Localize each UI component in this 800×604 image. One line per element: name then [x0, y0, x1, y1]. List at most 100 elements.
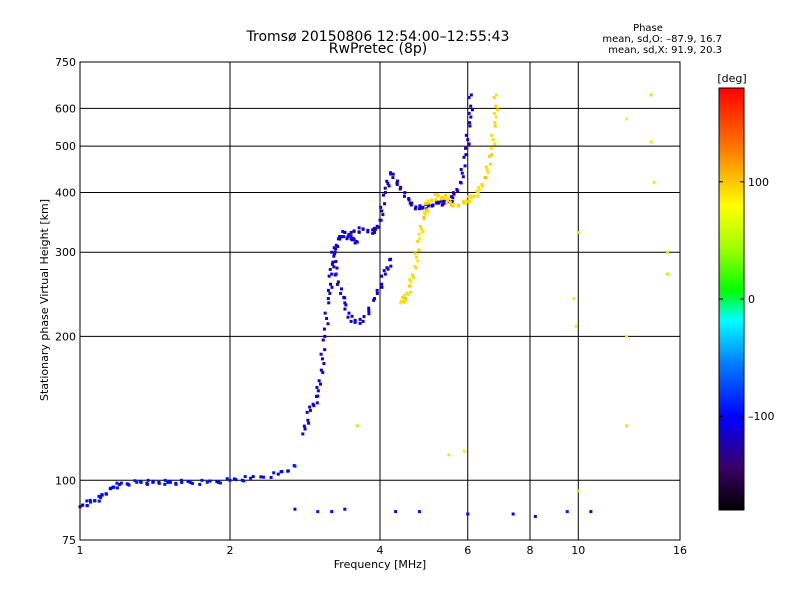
- data-point: [115, 486, 119, 490]
- data-point: [464, 146, 468, 150]
- data-point: [467, 111, 471, 115]
- data-point: [440, 199, 444, 203]
- data-point: [466, 138, 470, 142]
- data-point: [625, 424, 629, 428]
- data-point: [362, 315, 366, 319]
- y-tick-label: 500: [55, 140, 76, 153]
- x-tick-label: 8: [527, 544, 534, 557]
- data-point: [417, 248, 421, 252]
- data-point: [88, 498, 92, 502]
- data-point: [572, 297, 576, 301]
- data-point: [306, 418, 310, 422]
- data-point: [386, 182, 390, 186]
- data-point: [305, 410, 309, 414]
- data-point: [493, 142, 497, 146]
- data-point: [342, 295, 346, 299]
- data-point: [405, 291, 409, 295]
- data-point: [269, 475, 273, 479]
- data-point: [330, 285, 334, 289]
- grid-lines: [80, 62, 680, 540]
- data-point: [157, 481, 161, 485]
- data-point: [335, 266, 339, 270]
- data-point: [391, 172, 395, 176]
- data-point: [259, 475, 263, 479]
- data-point: [383, 202, 387, 206]
- data-point: [417, 237, 421, 241]
- data-point: [325, 316, 329, 320]
- data-point: [470, 108, 474, 112]
- data-point: [464, 199, 468, 203]
- data-point: [146, 478, 150, 482]
- data-point: [330, 272, 334, 276]
- data-point: [380, 209, 384, 213]
- data-point: [329, 282, 333, 286]
- data-point: [330, 262, 334, 266]
- data-point: [307, 421, 311, 425]
- data-point: [352, 229, 356, 233]
- data-point: [492, 111, 496, 115]
- data-point: [383, 190, 387, 194]
- data-point: [327, 274, 331, 278]
- data-point: [430, 204, 434, 208]
- data-point: [458, 180, 462, 184]
- data-point: [440, 203, 444, 207]
- data-point: [665, 272, 669, 276]
- data-point: [322, 327, 326, 331]
- data-point: [460, 171, 464, 175]
- data-point: [346, 235, 350, 239]
- data-point: [511, 512, 515, 516]
- data-point: [355, 240, 359, 244]
- data-point: [372, 226, 376, 230]
- data-point: [334, 260, 338, 264]
- data-point: [357, 226, 361, 230]
- data-point: [133, 479, 137, 483]
- data-point: [361, 227, 365, 231]
- data-point: [625, 334, 629, 338]
- data-point: [409, 290, 413, 294]
- data-point: [452, 202, 456, 206]
- data-point: [414, 255, 418, 259]
- x-axis-label: Frequency [MHz]: [334, 558, 426, 571]
- data-point: [358, 317, 362, 321]
- data-point: [317, 379, 321, 383]
- data-point: [293, 464, 297, 468]
- y-tick-label: 400: [55, 186, 76, 199]
- data-point: [385, 179, 389, 183]
- data-point: [389, 264, 393, 268]
- data-point: [218, 481, 222, 485]
- data-point: [436, 201, 440, 205]
- data-point: [303, 427, 307, 431]
- data-point: [484, 165, 488, 169]
- colorbar: [718, 87, 745, 511]
- data-point: [330, 510, 334, 514]
- data-point: [402, 293, 406, 297]
- data-point: [389, 257, 393, 261]
- data-point: [234, 478, 238, 482]
- data-point: [276, 472, 280, 476]
- y-tick-label: 75: [62, 534, 76, 547]
- data-point: [302, 424, 306, 428]
- data-point: [649, 93, 653, 97]
- data-point: [565, 510, 569, 514]
- data-point: [327, 301, 331, 305]
- data-point: [472, 194, 476, 198]
- data-point: [450, 200, 454, 204]
- data-point: [414, 205, 418, 209]
- data-point: [371, 231, 375, 235]
- data-point: [494, 93, 498, 97]
- data-point: [417, 510, 421, 514]
- data-point: [373, 297, 377, 301]
- data-point: [375, 224, 379, 228]
- data-point: [456, 204, 460, 208]
- chart-title: Tromsø 20150806 12:54:00–12:55:43: [246, 29, 510, 45]
- data-point: [339, 291, 343, 295]
- data-point: [332, 254, 336, 258]
- data-point: [422, 217, 426, 221]
- data-point: [488, 154, 492, 158]
- data-point: [462, 201, 466, 205]
- data-point: [100, 493, 104, 497]
- data-point: [443, 196, 447, 200]
- data-point: [343, 307, 347, 311]
- data-point: [381, 193, 385, 197]
